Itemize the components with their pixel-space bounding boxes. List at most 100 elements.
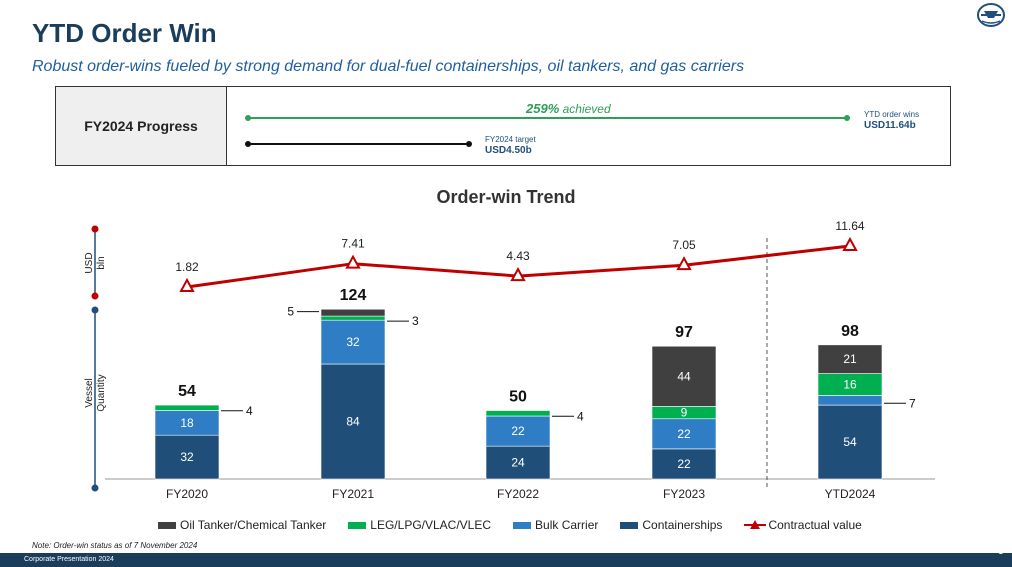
callout-label-bulk-4: 7 <box>909 396 916 410</box>
legend-swatch-contract-icon <box>744 520 767 529</box>
progress-label: FY2024 Progress <box>56 87 227 165</box>
bar-label-containerships-2: 24 <box>511 456 525 470</box>
bar-label-containerships-0: 32 <box>180 450 194 464</box>
contract-label-0: 1.82 <box>175 260 199 274</box>
bar-total-3: 97 <box>675 324 693 341</box>
bar-label-bulk-1: 32 <box>346 335 360 349</box>
legend-label-leg: LEG/LPG/VLAC/VLEC <box>370 518 492 532</box>
line-axis-top-dot <box>91 225 99 233</box>
line-axis-label-1: USD <box>84 252 95 273</box>
contract-marker-2 <box>510 267 526 282</box>
legend-label-contract: Contractual value <box>768 518 862 532</box>
contract-marker-3 <box>676 256 692 271</box>
bar-bulk-0 <box>154 410 220 436</box>
legend-item-bulk: Bulk Carrier <box>513 518 598 532</box>
footnote: Note: Order-win status as of 7 November … <box>32 541 198 550</box>
bar-bulk-1 <box>320 319 386 365</box>
footer-bar <box>0 553 1012 567</box>
achieved-suffix: achieved <box>562 102 611 116</box>
bar-containerships-4 <box>817 404 883 480</box>
bar-label-oil-4: 21 <box>843 352 857 366</box>
line-axis-bottom-dot <box>91 292 99 300</box>
legend-swatch-bulk <box>513 521 532 529</box>
contract-label-4: 11.64 <box>835 219 864 233</box>
bar-oil-3 <box>651 345 717 407</box>
x-tick-3: FY2023 <box>663 487 705 501</box>
progress-bars <box>245 115 850 147</box>
legend-item-containerships: Containerships <box>620 518 722 532</box>
bar-containerships-2 <box>485 445 551 480</box>
ytd-progress-end-dot <box>844 115 850 121</box>
page-subtitle: Robust order-wins fueled by strong deman… <box>32 58 745 75</box>
legend-swatch-oil <box>158 521 176 529</box>
bar-bulk-4 <box>817 395 883 406</box>
bar-leg-1 <box>320 315 386 321</box>
progress-panel: FY2024 Progress 259% achieved YTD order … <box>55 86 951 166</box>
bar-label-bulk-2: 22 <box>511 424 525 438</box>
page-number: 8 <box>998 546 1004 557</box>
callout-label-leg-2: 4 <box>577 409 584 423</box>
bar-oil-1 <box>320 308 386 317</box>
ytd-caption: YTD order wins <box>864 110 920 119</box>
bar-bulk-2 <box>485 415 551 447</box>
target-value: USD4.50b <box>485 145 532 156</box>
callout-label-leg-1: 3 <box>412 314 419 328</box>
page-title: YTD Order Win <box>32 18 217 48</box>
line-axis-label-2: bln <box>96 256 107 269</box>
bar-leg-2 <box>485 410 551 417</box>
bar-total-2: 50 <box>509 389 527 406</box>
bar-label-bulk-0: 18 <box>180 416 194 430</box>
legend-item-oil: Oil Tanker/Chemical Tanker <box>158 518 326 532</box>
bar-label-bulk-3: 22 <box>677 427 691 441</box>
chart-title: Order-win Trend <box>436 187 576 207</box>
contract-label-2: 4.43 <box>506 249 530 263</box>
bar-leg-0 <box>154 404 220 411</box>
legend-label-containerships: Containerships <box>642 518 723 532</box>
legend-item-leg: LEG/LPG/VLAC/VLEC <box>348 518 491 532</box>
bar-axis-label-1: Vessel <box>84 378 95 407</box>
target-progress-start-dot <box>245 141 251 147</box>
bar-label-containerships-4: 54 <box>843 435 857 449</box>
contract-marker-1 <box>345 254 361 269</box>
contract-marker-0 <box>179 277 195 292</box>
bar-total-4: 98 <box>841 323 859 340</box>
target-progress-end-dot <box>466 141 472 147</box>
x-tick-2: FY2022 <box>497 487 539 501</box>
footer-text: Corporate Presentation 2024 <box>24 556 114 563</box>
ytd-progress-start-dot <box>245 115 251 121</box>
legend-swatch-leg <box>348 521 367 529</box>
x-tick-0: FY2020 <box>166 487 208 501</box>
chart-legend: Oil Tanker/Chemical Tanker LEG/LPG/VLAC/… <box>158 518 862 532</box>
bar-axis-top-dot <box>91 306 99 314</box>
target-caption: FY2024 target <box>485 135 536 144</box>
bar-bulk-3 <box>651 418 717 450</box>
bar-label-leg-4: 16 <box>843 378 857 392</box>
callout-label-oil-1: 5 <box>287 305 294 319</box>
bar-total-0: 54 <box>178 383 196 400</box>
company-logo-icon <box>977 3 1005 27</box>
achieved-text: 259% achieved <box>526 101 611 116</box>
bar-axis-bottom-dot <box>91 484 99 492</box>
bar-label-oil-3: 44 <box>677 369 691 383</box>
legend-label-oil: Oil Tanker/Chemical Tanker <box>180 518 327 532</box>
contract-label-1: 7.41 <box>341 237 365 251</box>
bar-label-leg-3: 9 <box>681 406 688 420</box>
contract-label-3: 7.05 <box>672 238 696 252</box>
bar-axis-label-2: Quantity <box>96 374 107 411</box>
legend-swatch-containerships <box>620 521 639 529</box>
bar-total-1: 124 <box>340 287 367 304</box>
contract-marker-4 <box>842 236 858 251</box>
legend-item-contract: Contractual value <box>744 518 862 532</box>
bar-label-containerships-1: 84 <box>346 415 360 429</box>
x-tick-1: FY2021 <box>332 487 374 501</box>
bar-label-containerships-3: 22 <box>677 457 691 471</box>
ytd-value: USD11.64b <box>864 120 916 131</box>
legend-label-bulk: Bulk Carrier <box>535 518 599 532</box>
achieved-percent: 259% <box>526 101 560 116</box>
callout-label-leg-0: 4 <box>246 404 253 418</box>
bar-oil-4 <box>817 344 883 374</box>
x-tick-4: YTD2024 <box>825 487 876 501</box>
bar-containerships-1 <box>320 363 386 480</box>
bar-containerships-3 <box>651 448 717 480</box>
